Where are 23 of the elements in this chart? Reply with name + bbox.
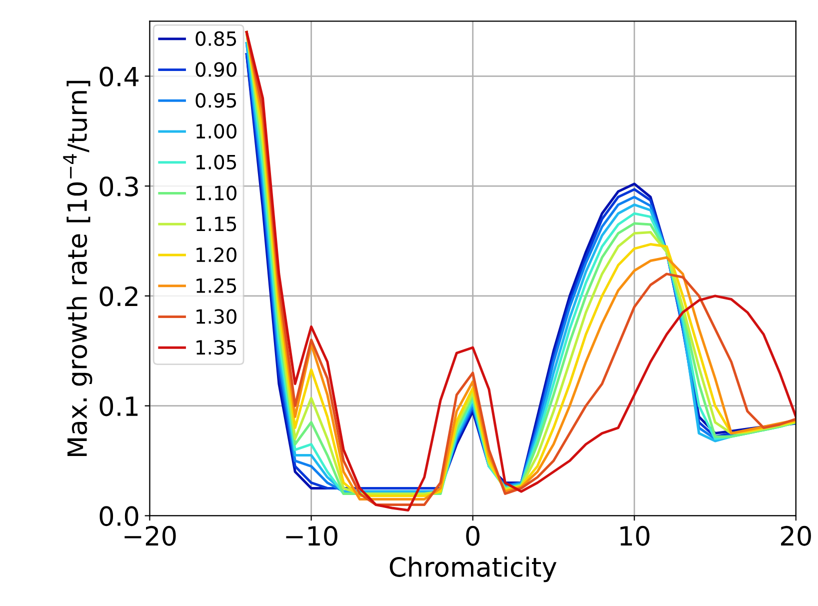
x-tick-label: −20 [124,526,176,546]
x-tick-label: −10 [286,526,338,546]
legend-label: 1.05 [196,154,236,170]
legend-label: 1.35 [196,340,236,355]
y-axis-title: Max. growth rate [10$^{−4}$/turn] [63,80,92,456]
x-axis-title: Chromaticity [390,556,556,582]
legend-label: 1.30 [196,309,236,324]
legend-label: 1.25 [196,278,236,293]
y-tick-label: 0.0 [100,506,138,526]
legend-label: 0.90 [196,62,236,77]
y-tick-label: 0.2 [100,286,138,306]
x-tick-label: 20 [781,526,811,546]
y-tick-label: 0.4 [100,66,138,87]
y-tick-label: 0.1 [100,396,138,416]
legend-label: 0.85 [196,31,236,46]
x-tick-label: 10 [620,526,650,546]
legend-label: 1.00 [196,124,236,139]
y-tick-label: 0.3 [100,176,138,196]
legend-label: 1.10 [196,186,236,200]
legend-label: 1.15 [196,216,236,232]
legend-label: 0.95 [196,93,236,108]
x-tick-label: 0 [466,526,480,546]
legend-label: 1.20 [196,247,236,262]
